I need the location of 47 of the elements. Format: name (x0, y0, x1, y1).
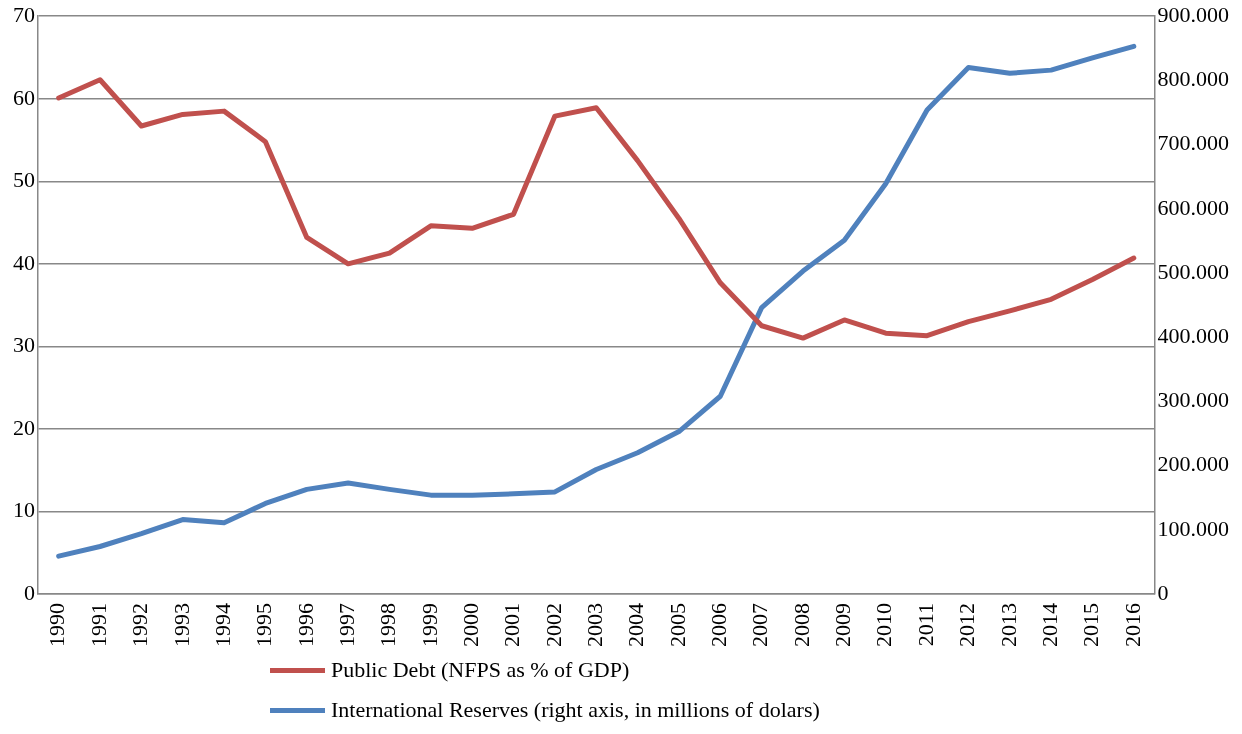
x-tick-label: 2009 (830, 603, 856, 647)
y2-tick-label: 600.000 (1157, 194, 1229, 220)
x-tick-label: 2008 (788, 603, 814, 647)
x-tick-label: 2002 (540, 603, 566, 647)
x-tick-label: 2014 (1036, 603, 1062, 647)
y-tick-label: 20 (13, 414, 35, 440)
x-tick-label: 2001 (499, 603, 525, 647)
y-tick-label: 50 (13, 167, 35, 193)
x-tick-label: 2005 (664, 603, 690, 647)
x-tick-label: 1994 (209, 603, 235, 647)
y2-tick-label: 500.000 (1157, 258, 1229, 284)
y-tick-label: 30 (13, 332, 35, 358)
x-tick-label: 2000 (457, 603, 483, 647)
x-tick-label: 1991 (85, 603, 111, 647)
legend-label: Public Debt (NFPS as % of GDP) (331, 657, 630, 683)
y-tick-label: 40 (13, 249, 35, 275)
y2-tick-label: 800.000 (1157, 66, 1229, 92)
y-tick-label: 60 (13, 84, 35, 110)
x-tick-label: 1999 (416, 603, 442, 647)
x-tick-label: 2015 (1078, 603, 1104, 647)
x-tick-label: 1993 (168, 603, 194, 647)
x-tick-label: 2011 (912, 603, 938, 647)
x-tick-label: 2003 (582, 603, 608, 647)
y2-tick-label: 0 (1157, 579, 1169, 605)
x-tick-label: 2016 (1119, 603, 1145, 647)
x-tick-label: 2013 (995, 603, 1021, 647)
legend-label: International Reserves (right axis, in millions of dolars) (331, 697, 820, 723)
y-tick-label: 70 (13, 1, 35, 27)
x-tick-label: 2010 (871, 603, 897, 647)
x-tick-label: 1998 (375, 603, 401, 647)
y2-tick-label: 400.000 (1157, 322, 1229, 348)
x-tick-label: 2004 (623, 603, 649, 647)
y-tick-label: 0 (24, 579, 35, 605)
y2-tick-label: 100.000 (1157, 515, 1229, 541)
y2-tick-label: 200.000 (1157, 451, 1229, 477)
x-tick-label: 2007 (747, 603, 773, 647)
y2-tick-label: 900.000 (1157, 1, 1229, 27)
y2-tick-label: 700.000 (1157, 130, 1229, 156)
x-tick-label: 1992 (127, 603, 153, 647)
x-tick-label: 1997 (333, 603, 359, 647)
x-tick-label: 1995 (251, 603, 277, 647)
y2-tick-label: 300.000 (1157, 387, 1229, 413)
x-tick-label: 1990 (44, 603, 70, 647)
x-tick-label: 2012 (954, 603, 980, 647)
x-tick-label: 2006 (706, 603, 732, 647)
x-tick-label: 1996 (292, 603, 318, 647)
y-tick-label: 10 (13, 497, 35, 523)
